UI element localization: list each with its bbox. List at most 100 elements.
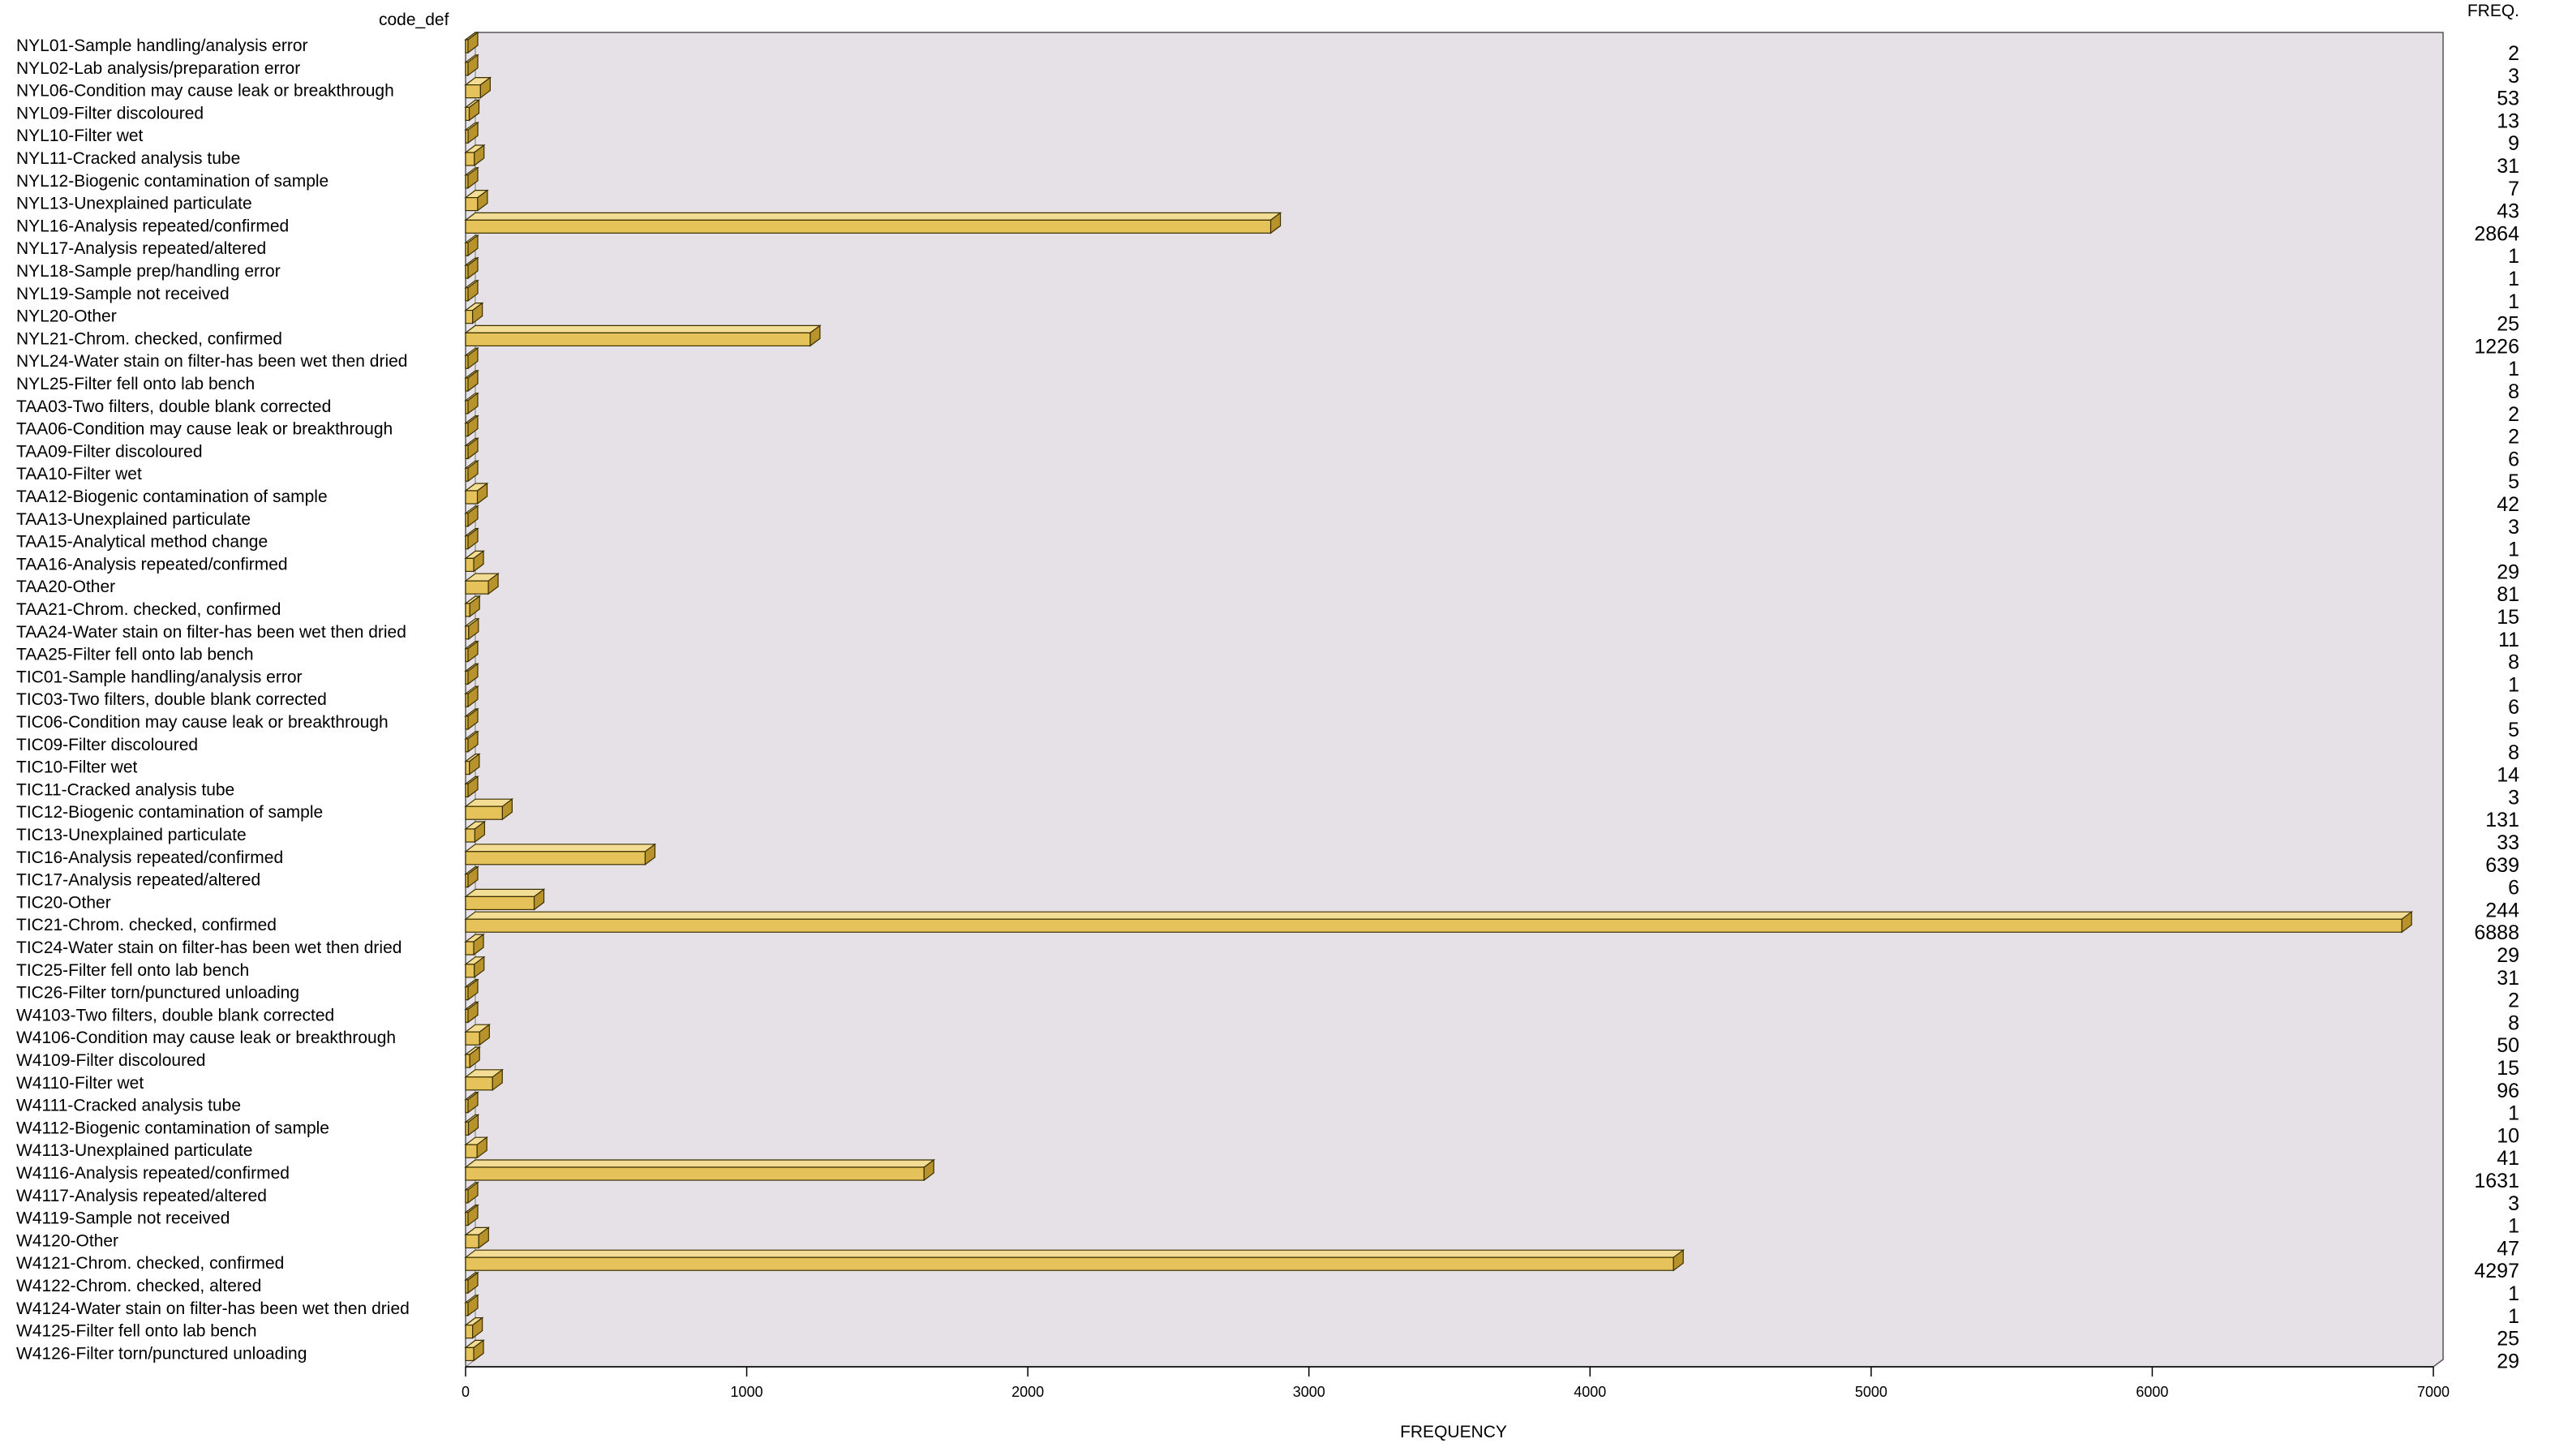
bar-side-face xyxy=(467,663,479,685)
category-label: W4116-Analysis repeated/confirmed xyxy=(16,1164,290,1183)
category-label: TIC21-Chrom. checked, confirmed xyxy=(16,916,277,934)
x-tick-label: 5000 xyxy=(1855,1384,1887,1400)
bar xyxy=(464,279,479,302)
frequency-value: 6 xyxy=(2508,877,2519,900)
x-axis: 0 1000 2000 3000 4000 5000 6000 7000 xyxy=(462,1366,2450,1400)
bar-front-face xyxy=(465,197,479,212)
bar xyxy=(464,1316,484,1339)
category-label: NYL18-Sample prep/handling error xyxy=(16,262,281,281)
frequency-value: 3 xyxy=(2508,786,2519,809)
frequency-column-header: FREQ. xyxy=(2467,2,2519,20)
bar-side-face xyxy=(467,460,479,483)
bar-front-face xyxy=(465,152,475,166)
category-label: W4106-Condition may cause leak or breakt… xyxy=(16,1029,396,1047)
frequency-value: 3 xyxy=(2508,516,2519,539)
bar-side-face xyxy=(467,1114,479,1136)
bar xyxy=(464,1068,505,1092)
bar-side-face xyxy=(467,775,479,798)
bar-front-face xyxy=(465,332,811,346)
category-label: TAA16-Analysis repeated/confirmed xyxy=(16,555,288,573)
bar-front-face xyxy=(465,941,475,956)
frequency-value: 81 xyxy=(2497,583,2519,606)
bar xyxy=(464,1001,479,1024)
bar-side-face xyxy=(478,1226,489,1249)
bar xyxy=(464,956,486,979)
frequency-value: 2 xyxy=(2508,403,2519,426)
bar-side-face xyxy=(467,640,479,663)
bar xyxy=(464,414,479,437)
bar xyxy=(464,707,479,731)
category-label: TAA24-Water stain on filter-has been wet… xyxy=(16,623,406,642)
category-label: TIC17-Analysis repeated/altered xyxy=(16,871,260,890)
bar-top-face xyxy=(464,844,657,853)
bar-top-face xyxy=(464,1159,936,1168)
bar-side-face xyxy=(474,144,485,167)
bar-front-face xyxy=(465,1166,925,1181)
category-label: TIC24-Water stain on filter-has been wet… xyxy=(16,938,402,957)
frequency-value: 15 xyxy=(2497,1057,2519,1080)
category-label: NYL01-Sample handling/analysis error xyxy=(16,37,308,55)
frequency-value: 8 xyxy=(2508,1011,2519,1034)
bar xyxy=(464,324,822,347)
bar-side-face xyxy=(467,505,479,527)
bar xyxy=(464,1091,479,1114)
bar xyxy=(464,527,479,550)
category-labels: NYL01-Sample handling/analysis error NYL0… xyxy=(16,37,410,1363)
category-label: NYL10-Filter wet xyxy=(16,127,144,145)
bar xyxy=(464,753,481,775)
category-label: TIC25-Filter fell onto lab bench xyxy=(16,961,249,980)
category-label: TAA03-Two filters, double blank correcte… xyxy=(16,397,331,416)
bar-side-face xyxy=(1673,1248,1684,1272)
bar xyxy=(464,31,479,54)
bar-side-face xyxy=(473,550,484,573)
category-label: W4122-Chrom. checked, altered xyxy=(16,1277,261,1295)
bar-side-face xyxy=(477,189,488,212)
frequency-value: 2 xyxy=(2508,990,2519,1012)
bar-side-face xyxy=(474,956,485,979)
category-label: NYL19-Sample not received xyxy=(16,285,230,303)
category-label: NYL09-Filter discoloured xyxy=(16,104,204,122)
bar-side-face xyxy=(472,1316,483,1339)
category-label: W4119-Sample not received xyxy=(16,1209,230,1228)
frequency-value: 1 xyxy=(2508,1305,2519,1328)
bar-side-face xyxy=(467,437,479,460)
frequency-value: 2 xyxy=(2508,426,2519,449)
bar-side-face xyxy=(468,617,479,640)
frequency-value: 10 xyxy=(2497,1124,2519,1147)
category-label: W4125-Filter fell onto lab bench xyxy=(16,1322,257,1341)
category-label: TIC11-Cracked analysis tube xyxy=(16,780,234,799)
frequency-value: 8 xyxy=(2508,741,2519,764)
category-label: NYL21-Chrom. checked, confirmed xyxy=(16,329,282,348)
bar-front-face xyxy=(465,918,2403,933)
category-label: TIC06-Condition may cause leak or breakt… xyxy=(16,713,389,732)
frequency-value: 4297 xyxy=(2474,1260,2519,1282)
bar-side-face xyxy=(467,1271,479,1295)
bar xyxy=(464,865,479,888)
frequency-value: 1226 xyxy=(2474,335,2519,358)
bar-side-face xyxy=(473,1339,484,1362)
x-tick-label: 0 xyxy=(462,1384,470,1400)
frequency-value: 33 xyxy=(2497,831,2519,854)
bar xyxy=(464,99,481,122)
x-tick-label: 2000 xyxy=(1011,1384,1044,1400)
frequency-value: 9 xyxy=(2508,132,2519,155)
bar-side-face xyxy=(467,347,479,370)
bar-side-face xyxy=(473,933,484,956)
bar-front-face xyxy=(465,964,475,978)
bar xyxy=(464,302,484,324)
bar-front-face xyxy=(465,219,1272,234)
category-label: TAA25-Filter fell onto lab bench xyxy=(16,646,254,664)
bar-front-face xyxy=(465,490,479,505)
frequency-value: 1 xyxy=(2508,539,2519,561)
bar-front-face xyxy=(465,580,489,595)
bar xyxy=(464,685,479,708)
frequency-value: 7 xyxy=(2508,178,2519,200)
category-label: TAA13-Unexplained particulate xyxy=(16,510,251,529)
bar xyxy=(464,212,1282,234)
frequency-value: 6 xyxy=(2508,448,2519,470)
frequency-value: 11 xyxy=(2498,629,2519,651)
bar-front-face xyxy=(465,1256,1674,1271)
category-label: NYL13-Unexplained particulate xyxy=(16,195,252,213)
frequency-value: 5 xyxy=(2508,470,2519,493)
bar-top-face xyxy=(464,911,2413,920)
